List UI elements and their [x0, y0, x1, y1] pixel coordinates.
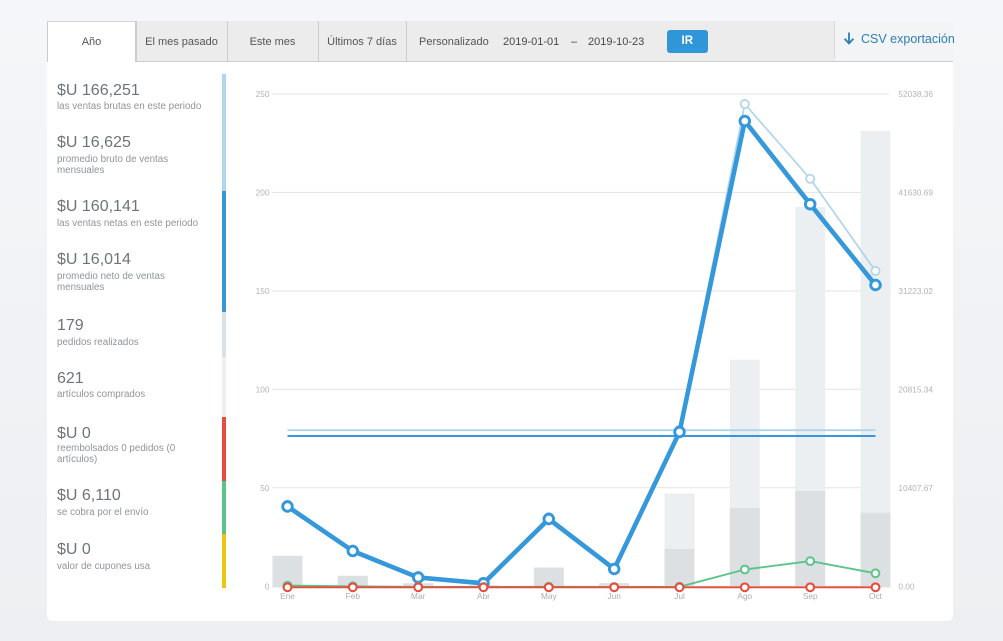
- svg-text:100: 100: [256, 384, 270, 394]
- svg-text:May: May: [541, 591, 558, 601]
- svg-text:52038.36: 52038.36: [898, 89, 933, 99]
- svg-text:31223.02: 31223.02: [898, 286, 933, 296]
- svg-text:150: 150: [256, 286, 270, 296]
- svg-text:Mar: Mar: [411, 591, 426, 601]
- svg-text:50: 50: [260, 483, 270, 493]
- svg-text:20815.34: 20815.34: [898, 384, 933, 394]
- svg-text:0.00: 0.00: [898, 581, 915, 591]
- svg-text:Abr: Abr: [477, 591, 490, 601]
- svg-text:10407.67: 10407.67: [898, 483, 933, 493]
- svg-text:200: 200: [256, 188, 270, 198]
- svg-text:0: 0: [265, 581, 270, 591]
- svg-text:Jul: Jul: [674, 591, 685, 601]
- svg-text:Ene: Ene: [280, 591, 295, 601]
- svg-text:Ago: Ago: [737, 591, 752, 601]
- svg-text:Feb: Feb: [346, 591, 361, 601]
- svg-text:41630.69: 41630.69: [898, 188, 933, 198]
- svg-text:250: 250: [256, 89, 270, 99]
- svg-text:Sep: Sep: [803, 591, 818, 601]
- svg-text:Jun: Jun: [608, 591, 622, 601]
- svg-text:Oct: Oct: [869, 591, 883, 601]
